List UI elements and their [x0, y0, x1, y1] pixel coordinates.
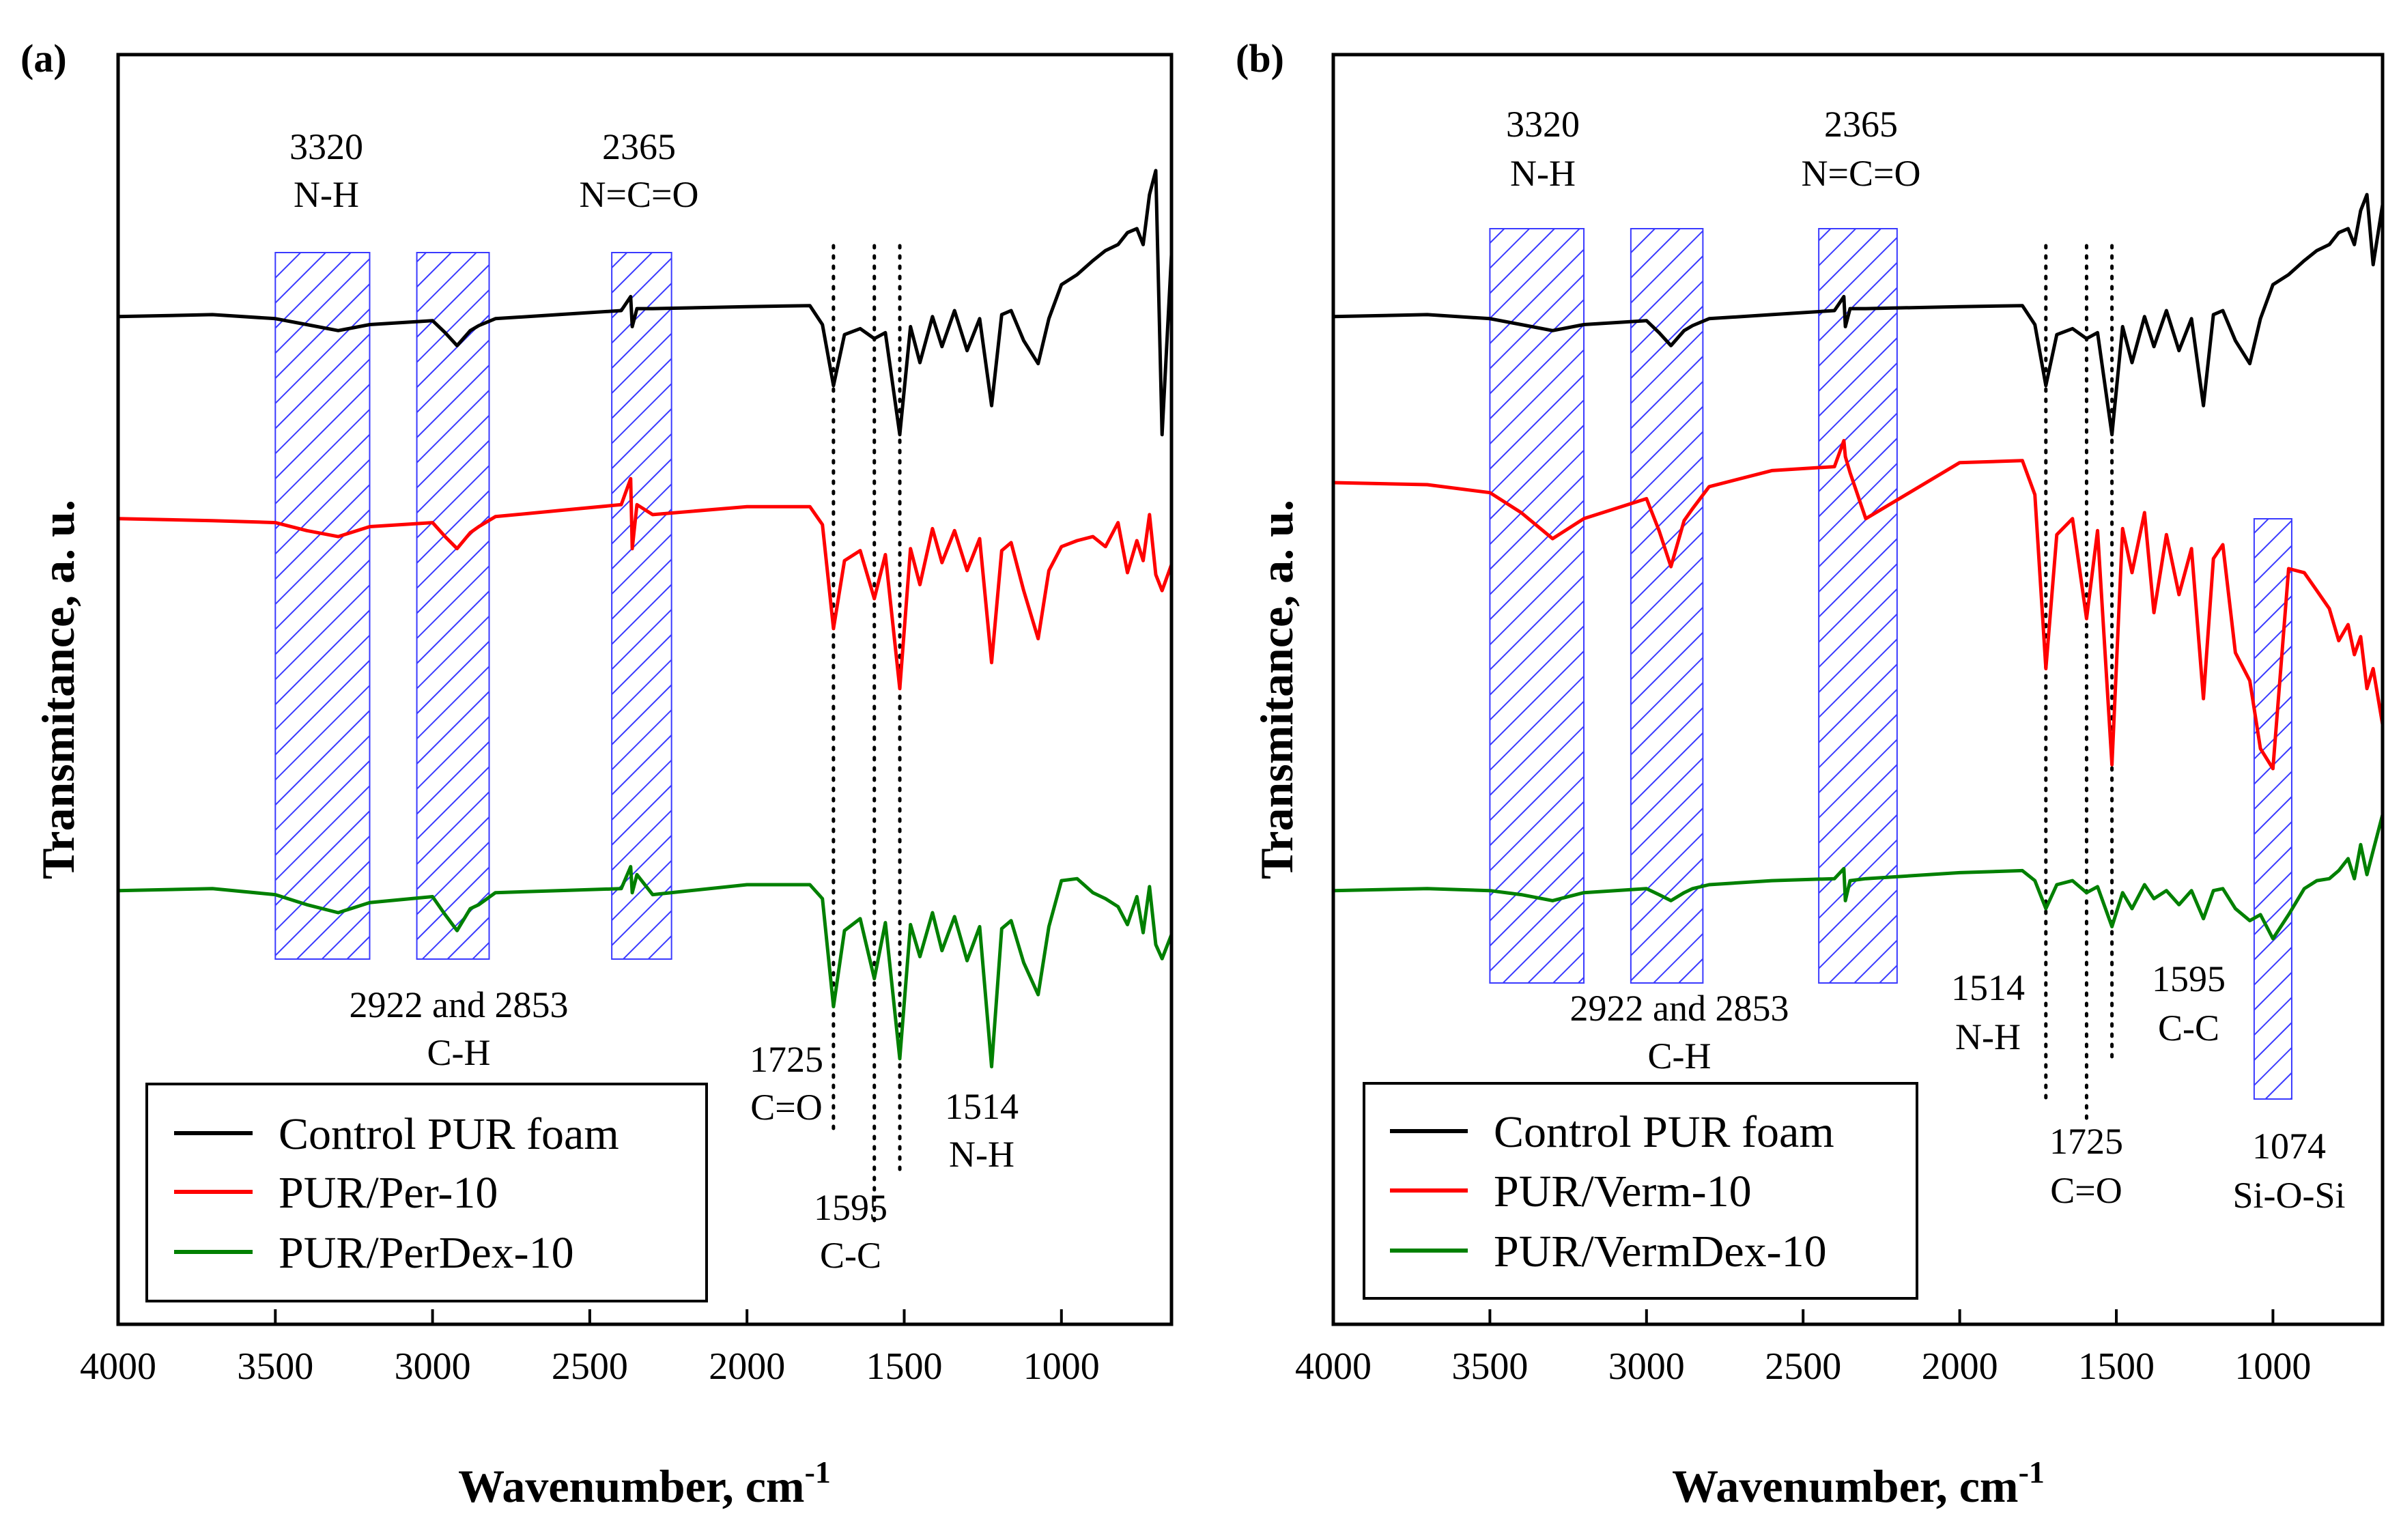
- annotation-2365-value: 2365: [602, 126, 676, 167]
- x-tick-label-b-2500: 2500: [1765, 1345, 1841, 1388]
- series-line-b-2: [1333, 814, 2385, 941]
- legend-b-label-verm: PUR/Verm-10: [1494, 1167, 1752, 1216]
- annotation-1725-label: C=O: [750, 1087, 822, 1128]
- series-line-a-0: [117, 169, 1174, 437]
- annotation-2922-label: C-H: [427, 1032, 491, 1073]
- panel-a-plot-frame: [116, 53, 1174, 1326]
- annotation-3320-value: 3320: [289, 126, 363, 167]
- legend-a-label-per: PUR/Per-10: [279, 1168, 498, 1218]
- annotation-1595-label: C-C: [820, 1235, 881, 1276]
- legend-a-label-perdex: PUR/PerDex-10: [279, 1228, 574, 1278]
- panel-b-x-axis-title-text: Wavenumber, cm: [1672, 1460, 2018, 1512]
- series-line-b-1: [1333, 439, 2385, 771]
- panel-a-series: [117, 169, 1174, 1069]
- annotation-b-1725-value: 1725: [2049, 1121, 2123, 1162]
- annotation-1514-label: N-H: [949, 1134, 1014, 1175]
- panel-a-x-axis-title-text: Wavenumber, cm: [458, 1460, 804, 1512]
- x-tick-label-a-2500: 2500: [552, 1345, 628, 1388]
- annotation-b-3320-value: 3320: [1506, 104, 1580, 145]
- highlight-band-a-1: [416, 252, 490, 960]
- x-tick-label-b-4000: 4000: [1295, 1345, 1372, 1388]
- x-tick-label-a-2000: 2000: [709, 1345, 785, 1388]
- panel-b-x-axis-title: Wavenumber, cm-1: [1672, 1455, 2045, 1512]
- x-tick-label-a-3500: 3500: [237, 1345, 313, 1388]
- annotation-2365-label: N=C=O: [580, 174, 699, 215]
- panel-b-annotations: 3320 N-H 2365 N=C=O 2922 and 2853 C-H 15…: [1506, 104, 2346, 1216]
- panel-b-series: [1333, 192, 2385, 941]
- series-line-b-0: [1333, 192, 2385, 437]
- annotation-b-3320-label: N-H: [1510, 153, 1576, 194]
- panel-b-x-axis-title-sup: -1: [2019, 1455, 2045, 1489]
- highlight-band-b-2: [1818, 228, 1898, 984]
- annotation-b-2365-label: N=C=O: [1802, 153, 1921, 194]
- panel-a-x-axis-title-sup: -1: [805, 1455, 831, 1489]
- x-tick-label-a-3000: 3000: [395, 1345, 471, 1388]
- panel-b-x-ticks: 4000 3500 3000 2500 2000 1500 1000: [1295, 1309, 2311, 1388]
- annotation-b-1514-label: N-H: [1955, 1016, 2021, 1057]
- annotation-3320-label: N-H: [294, 174, 359, 215]
- panel-b-legend: Control PUR foam PUR/Verm-10 PUR/VermDex…: [1363, 1082, 1918, 1300]
- annotation-b-1595-label: C-C: [2158, 1008, 2219, 1049]
- panel-a-x-axis-title: Wavenumber, cm-1: [458, 1455, 831, 1512]
- x-tick-label-b-1000: 1000: [2234, 1345, 2311, 1388]
- annotation-b-1595-value: 1595: [2152, 958, 2226, 999]
- annotation-1514-value: 1514: [945, 1086, 1019, 1127]
- annotation-1725-value: 1725: [750, 1039, 823, 1080]
- panel-b-dotted-markers: [2044, 244, 2114, 1128]
- highlight-band-b-0: [1489, 228, 1585, 984]
- panel-a-x-ticks: 4000 3500 3000 2500 2000 1500 1000: [80, 1309, 1100, 1388]
- panel-b: (b) 4000 3500 3000 2500 2000 1500 1000 3320 N-…: [1236, 36, 2385, 1512]
- x-tick-label-a-4000: 4000: [80, 1345, 156, 1388]
- x-tick-label-b-1500: 1500: [2078, 1345, 2155, 1388]
- panel-a-dotted-markers: [832, 244, 902, 1224]
- panel-a-highlight-bands: [274, 252, 672, 960]
- panel-a-label: (a): [20, 36, 67, 81]
- highlight-band-b-1: [1630, 228, 1704, 984]
- panel-a-y-axis-title: Transmitance, a. u.: [32, 500, 84, 879]
- annotation-b-1074-value: 1074: [2252, 1126, 2326, 1167]
- legend-b-label-vermdex: PUR/VermDex-10: [1494, 1227, 1827, 1277]
- annotation-b-2922-value: 2922 and 2853: [1570, 988, 1789, 1029]
- annotation-1595-value: 1595: [814, 1187, 887, 1228]
- annotation-b-2922-label: C-H: [1648, 1036, 1711, 1076]
- annotation-b-1074-label: Si-O-Si: [2232, 1175, 2345, 1216]
- legend-a-label-control: Control PUR foam: [279, 1109, 619, 1159]
- panel-a-annotations: 3320 N-H 2365 N=C=O 2922 and 2853 C-H 17…: [289, 126, 1019, 1276]
- annotation-b-1514-value: 1514: [1951, 967, 2025, 1008]
- series-line-a-2: [117, 865, 1174, 1069]
- annotation-b-1725-label: C=O: [2050, 1170, 2122, 1211]
- highlight-band-a-2: [611, 252, 672, 960]
- annotation-2922-value: 2922 and 2853: [350, 984, 569, 1025]
- panel-b-highlight-bands: [1489, 228, 2292, 1100]
- panel-b-y-axis-title: Transmitance, a. u.: [1251, 500, 1303, 879]
- panel-b-plot-frame: [1331, 53, 2385, 1326]
- annotation-b-2365-value: 2365: [1824, 104, 1898, 145]
- x-tick-label-a-1000: 1000: [1023, 1345, 1100, 1388]
- x-tick-label-b-2000: 2000: [1922, 1345, 1998, 1388]
- x-tick-label-b-3500: 3500: [1451, 1345, 1528, 1388]
- panel-a-legend: Control PUR foam PUR/Per-10 PUR/PerDex-1…: [145, 1083, 708, 1302]
- highlight-band-a-0: [274, 252, 371, 960]
- x-tick-label-a-1500: 1500: [866, 1345, 942, 1388]
- legend-b-label-control: Control PUR foam: [1494, 1107, 1834, 1157]
- series-line-a-1: [117, 476, 1174, 691]
- panel-b-label: (b): [1236, 36, 1284, 81]
- x-tick-label-b-3000: 3000: [1608, 1345, 1685, 1388]
- panel-a: (a) 4000 3500 3000 2500 2000 1500 1000 3320 N-…: [20, 36, 1174, 1512]
